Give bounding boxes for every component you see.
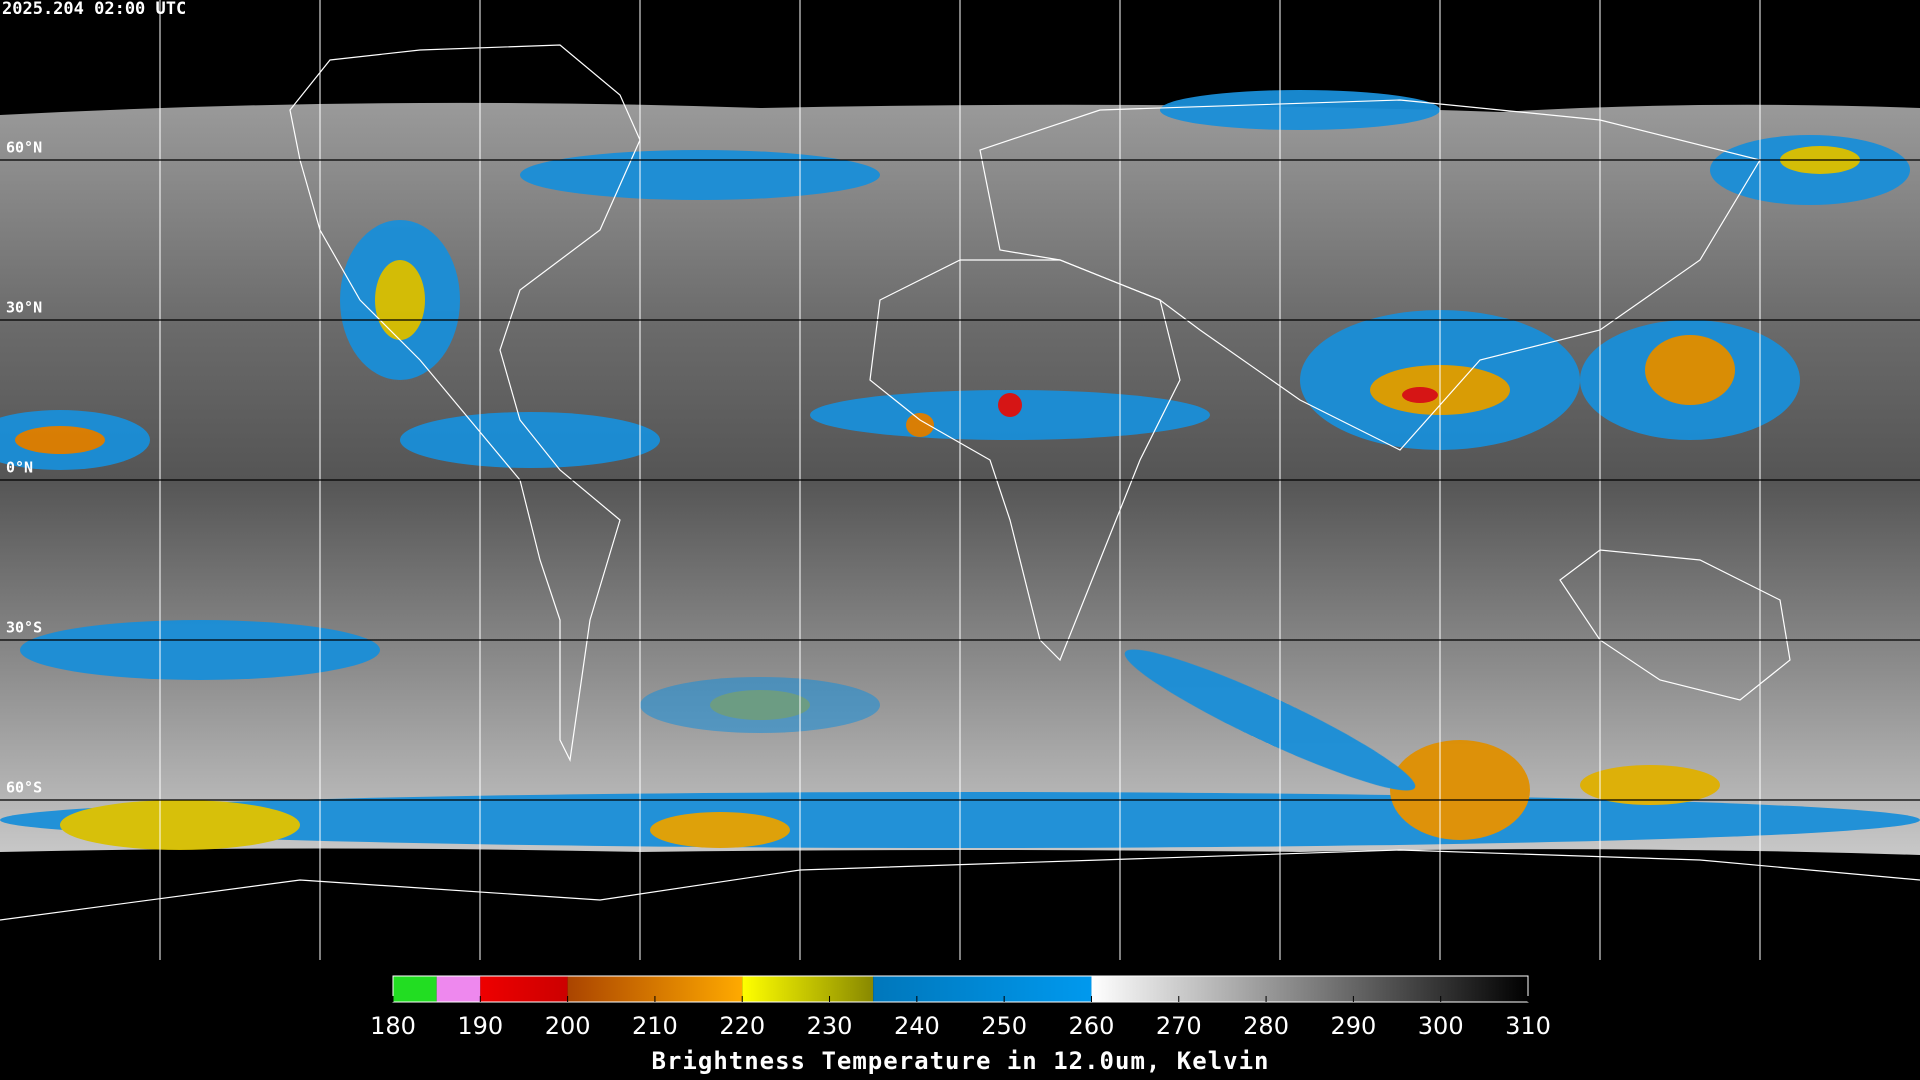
colorbar-segment — [393, 976, 437, 1002]
colorbar-tick-label: 240 — [894, 1012, 940, 1040]
colorbar-tick-label: 190 — [457, 1012, 503, 1040]
colorbar-frame — [392, 975, 1529, 1003]
colorbar-tick-label: 250 — [981, 1012, 1027, 1040]
latitude-label: 0°N — [6, 459, 33, 477]
colorbar-title: Brightness Temperature in 12.0um, Kelvin — [652, 1047, 1270, 1075]
colorbar-segment — [742, 976, 874, 1002]
colorbar-tick-label: 220 — [719, 1012, 765, 1040]
colorbar-segment — [436, 976, 481, 1002]
latitude-label: 30°N — [6, 299, 42, 317]
graticule: 60°N 30°N 0°N 30°S 60°S — [6, 0, 1761, 960]
colorbar-tick-label: 200 — [545, 1012, 591, 1040]
coastlines — [0, 44, 1920, 921]
colorbar: 180 190 200 210 220 230 240 250 260 270 280 290 300 3… — [370, 975, 1551, 1075]
colorbar-segment — [873, 976, 1092, 1002]
colorbar-tick-label: 270 — [1156, 1012, 1202, 1040]
colorbar-tick-label: 210 — [632, 1012, 678, 1040]
latitude-label: 60°S — [6, 779, 42, 797]
colorbar-tick-label: 310 — [1505, 1012, 1551, 1040]
latitude-label: 30°S — [6, 619, 42, 637]
colorbar-segment — [1091, 976, 1528, 1002]
colorbar-tick-label: 300 — [1418, 1012, 1464, 1040]
colorbar-tick-label: 260 — [1069, 1012, 1115, 1040]
colorbar-tick-label: 180 — [370, 1012, 416, 1040]
latitude-label: 60°N — [6, 139, 42, 157]
colorbar-tick-label: 290 — [1330, 1012, 1376, 1040]
colorbar-tick-label: 230 — [807, 1012, 853, 1040]
timestamp: 2025.204 02:00 UTC — [2, 0, 186, 19]
colorbar-segment — [480, 976, 568, 1002]
colorbar-tick-label: 280 — [1243, 1012, 1289, 1040]
